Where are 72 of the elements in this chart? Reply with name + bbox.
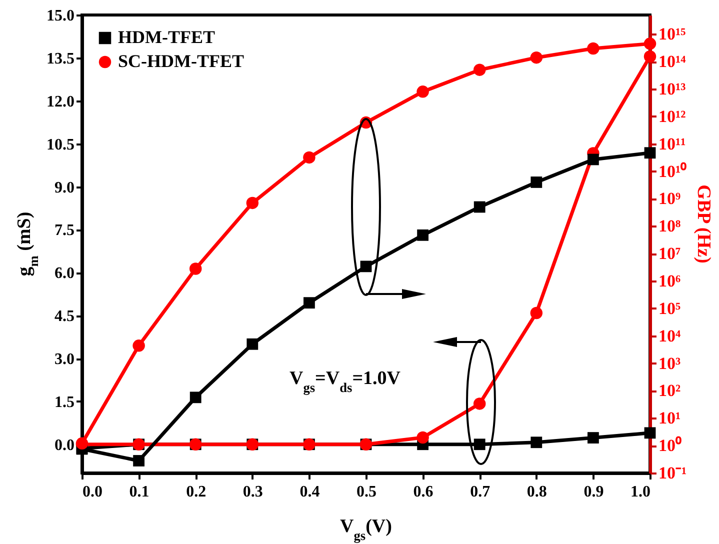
x-tick-label: 0.7 [470,484,490,500]
point [76,437,88,450]
y2-tick-label: 10³ [658,354,681,373]
y-tick-label: 0.0 [54,436,74,454]
point [530,51,543,64]
x-tick-label: 0.2 [186,484,206,500]
y2-tick-label: 10¹² [658,106,686,126]
point [417,229,428,241]
y-tick-label: 9.0 [54,179,74,196]
y-tick-label: 15.0 [46,8,74,24]
point [644,427,656,439]
y-tick-label: 4.5 [54,308,74,326]
point [133,455,144,466]
y2-tick-label: 10¹⁵ [658,24,686,44]
point [132,340,145,352]
annotation: V$_{gs}$=V$_{ds}$=1.0V [289,368,401,394]
y2-tick-label: 10¹⁰ [658,162,687,181]
x-tick-label: 0.3 [242,484,263,500]
y-tick-label: 13.5 [46,50,74,68]
point [644,147,656,159]
y2-tick-label: 10⁹ [658,189,681,208]
x-tick-label: 0.0 [82,484,102,500]
x-axis-title: V$_{gs}$(V) [340,516,392,542]
y2-tick-label: 10² [658,381,681,400]
point [473,64,486,76]
point [189,262,202,275]
x-tick-label: 0.4 [300,484,320,500]
y2-tick-label: 10⁴ [658,326,681,346]
point [473,398,486,410]
y2-tick-label: 10¹¹ [658,134,686,154]
point [360,260,372,272]
x-tick-label: 0.9 [584,484,604,500]
y2-tick-label: 10⁶ [658,272,681,291]
point [303,151,316,164]
legend-label: HDM-TFET [118,27,215,47]
y2-tick-label: 10¹ [658,408,681,428]
point [474,438,486,450]
x-tick-label: 0.5 [356,484,376,500]
y-tick-label: 12.0 [46,93,74,110]
y-tick-label: 10.5 [46,136,74,154]
y2-tick-label: 10⁻¹ [658,464,687,482]
point [588,432,599,444]
y-tick-label: 1.5 [54,394,74,411]
legend-label: SC-HDM-TFET [118,51,244,71]
point [644,50,656,63]
point [530,176,542,188]
y-tick-label: 6.0 [54,265,74,282]
point [416,431,429,444]
x-tick-label: 1.0 [630,484,650,500]
y-tick-label: 7.5 [54,222,74,240]
y2-tick-label: 10¹⁴ [658,52,686,72]
y2-tick-label: 10⁰ [658,436,682,456]
point [530,306,543,320]
point [588,154,599,166]
point [416,86,429,98]
y2-tick-label: 10⁸ [658,216,681,236]
x-tick-label: 0.1 [129,484,150,500]
point [304,297,315,309]
y-tick-label: 3.0 [54,351,74,368]
point [246,196,259,210]
x-tick-label: 0.8 [526,484,547,500]
x-tick-label: 0.6 [413,484,434,500]
point [644,38,656,50]
point [246,338,258,350]
point [474,201,486,213]
y2-tick-label: 10¹³ [658,80,686,99]
point [530,436,542,448]
y2-axis-title: GBP (Hz) [693,184,714,264]
y2-tick-label: 10⁵ [658,298,681,318]
y2-tick-label: 10⁷ [658,244,681,264]
point [190,392,202,404]
point [587,42,600,55]
